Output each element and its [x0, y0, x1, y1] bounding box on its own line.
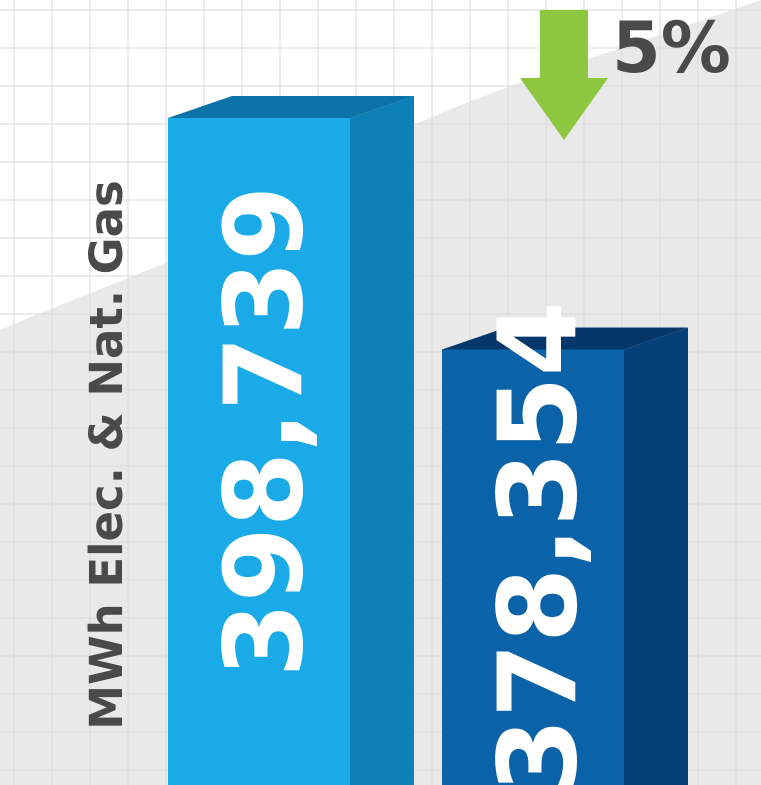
bar-front — [168, 118, 350, 785]
bar-value-label: 398,739 — [203, 186, 328, 678]
bar-2: 378,354 — [442, 301, 688, 785]
change-indicator: 5% — [520, 7, 731, 140]
bar-side — [350, 96, 414, 785]
bar-side — [624, 327, 688, 785]
down-arrow-icon — [520, 10, 608, 140]
bars-group: 398,739 378,354 — [168, 96, 688, 785]
bar-top — [442, 327, 688, 350]
y-axis-label: MWh Elec. & Nat. Gas — [80, 180, 133, 730]
bar-top — [168, 96, 414, 118]
bar-front — [442, 349, 624, 785]
bar-1: 398,739 — [168, 96, 414, 785]
change-label: 5% — [612, 7, 731, 89]
bar-value-label: 378,354 — [477, 301, 602, 785]
